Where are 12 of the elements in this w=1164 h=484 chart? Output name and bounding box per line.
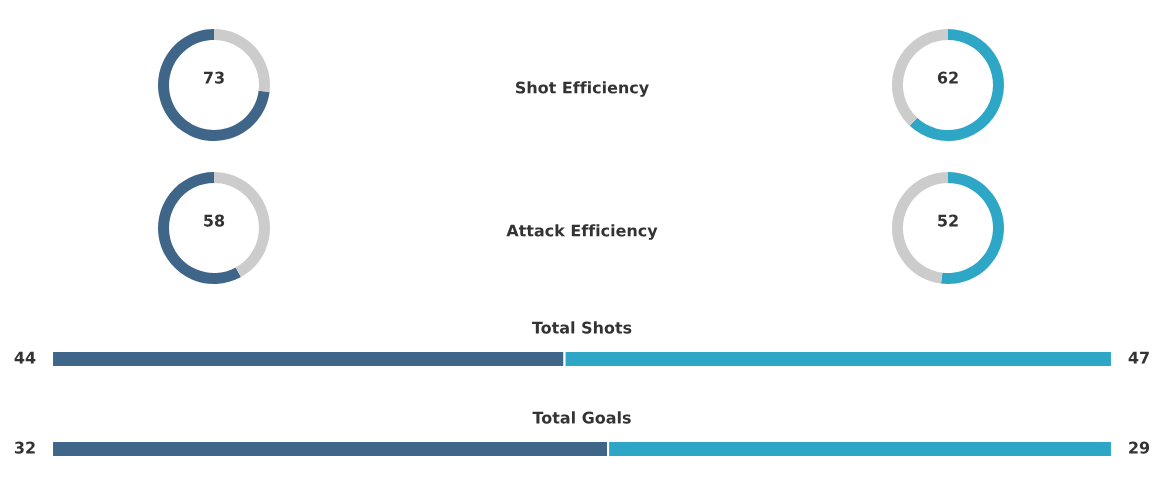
data-label: 52 bbox=[938, 214, 958, 227]
data-label: 73 bbox=[203, 71, 224, 84]
text: Attack Efficiency bbox=[506, 224, 658, 240]
chart-title: Total Shots bbox=[531, 321, 632, 334]
data-label: 32 bbox=[14, 441, 35, 454]
chart-title: Total Goals bbox=[532, 411, 631, 424]
text: Shot Efficiency bbox=[515, 81, 649, 97]
data-label: 58 bbox=[204, 214, 225, 227]
data-label: 44 bbox=[14, 351, 36, 364]
data-label: 47 bbox=[1128, 351, 1149, 364]
data-label: 62 bbox=[937, 71, 958, 84]
data-label: 29 bbox=[1129, 441, 1150, 454]
